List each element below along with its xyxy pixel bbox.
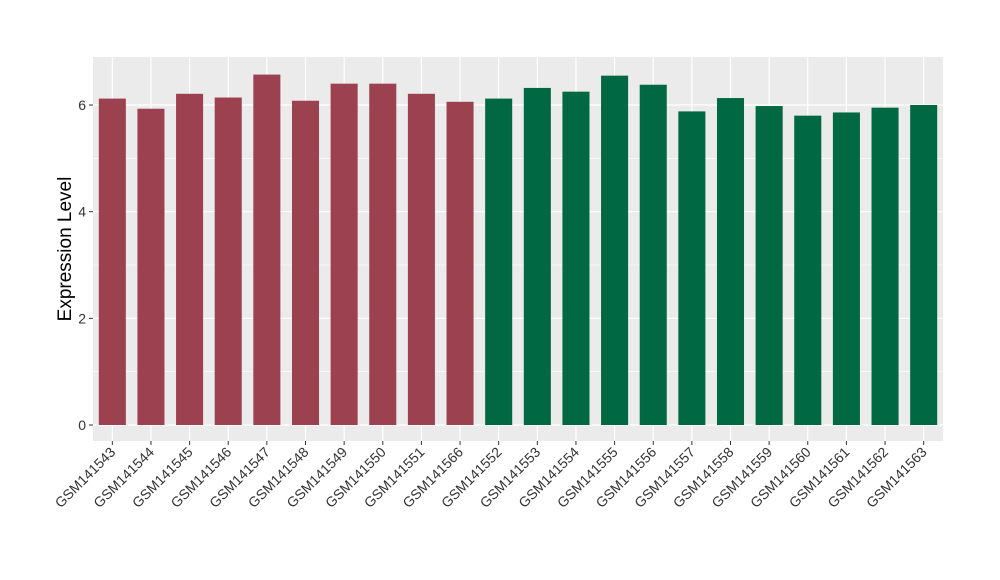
- bar-GSM141559: [755, 106, 783, 426]
- bar-GSM141566: [446, 101, 474, 426]
- bar-GSM141561: [832, 112, 860, 425]
- bar-GSM141562: [871, 107, 899, 426]
- bar-GSM141560: [794, 115, 822, 426]
- bar-GSM141558: [716, 98, 745, 426]
- bars: [98, 74, 938, 426]
- x-axis: GSM141543GSM141544GSM141545GSM141546GSM1…: [52, 441, 930, 511]
- y-tick-label: 4: [78, 204, 86, 220]
- bar-GSM141557: [678, 111, 706, 426]
- bar-GSM141544: [137, 108, 165, 425]
- bar-GSM141546: [214, 97, 242, 426]
- y-tick-label: 6: [78, 97, 86, 113]
- y-axis-title: Expression Level: [55, 177, 76, 322]
- bar-GSM141552: [485, 98, 513, 425]
- bar-GSM141555: [601, 75, 629, 426]
- bar-GSM141545: [176, 93, 204, 426]
- y-tick-label: 2: [78, 310, 86, 326]
- bar-GSM141554: [562, 91, 590, 426]
- bar-GSM141543: [98, 98, 126, 425]
- y-axis: 0 2 4 6: [78, 97, 93, 433]
- bar-GSM141550: [369, 83, 397, 426]
- bar-GSM141551: [407, 93, 435, 426]
- bar-GSM141563: [910, 105, 938, 425]
- bar-GSM141549: [330, 83, 358, 426]
- y-tick-label: 0: [78, 417, 86, 433]
- bar-GSM141548: [291, 100, 320, 425]
- bar-GSM141553: [523, 87, 551, 425]
- bar-GSM141556: [639, 84, 667, 425]
- bar-GSM141547: [253, 74, 281, 425]
